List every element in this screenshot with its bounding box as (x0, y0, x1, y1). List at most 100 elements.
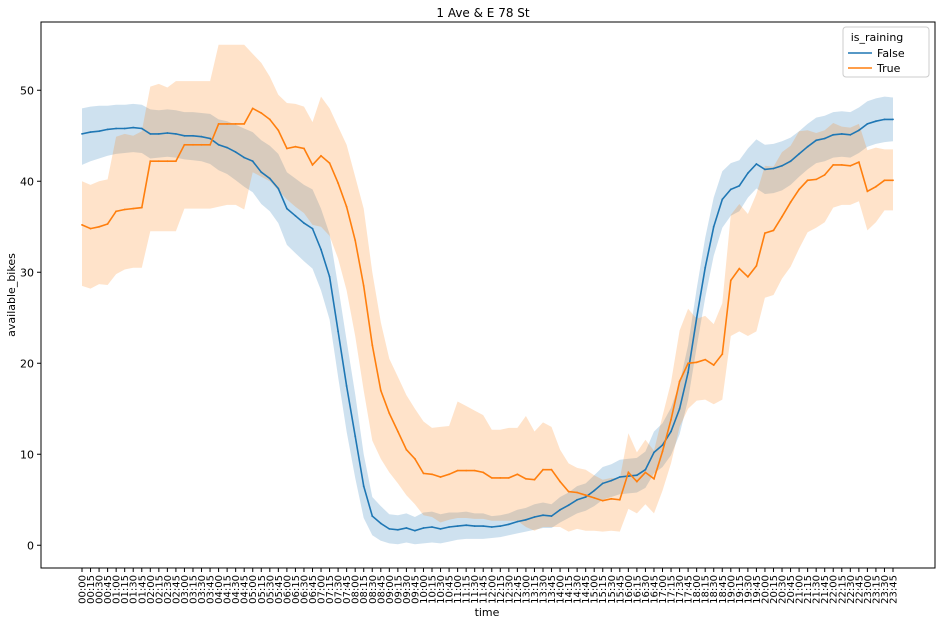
x-tick-label: 07:30 (334, 575, 345, 604)
data-point-true (516, 473, 519, 476)
x-tick-label: 02:45 (171, 575, 182, 604)
x-tick-label: 01:45 (137, 575, 148, 604)
data-point-false (516, 520, 519, 523)
x-tick-label: 04:30 (231, 575, 242, 604)
x-tick-label: 02:15 (154, 575, 165, 604)
x-tick-label: 13:30 (539, 575, 550, 604)
data-point-true (584, 494, 587, 497)
x-tick-label: 23:15 (871, 575, 882, 604)
x-tick-label: 18:30 (709, 575, 720, 604)
x-tick-label: 11:30 (470, 575, 481, 604)
data-point-false (243, 156, 246, 159)
x-tick-label: 01:15 (120, 575, 131, 604)
data-point-true (473, 469, 476, 472)
x-tick-label: 16:30 (641, 575, 652, 604)
data-point-false (687, 371, 689, 374)
x-tick-label: 06:45 (308, 575, 319, 604)
y-tick-label: 40 (20, 175, 34, 188)
data-point-true (140, 206, 143, 209)
data-point-false (98, 130, 100, 133)
x-tick-label: 08:00 (351, 575, 362, 604)
data-point-false (490, 526, 493, 528)
x-tick-label: 17:00 (658, 575, 669, 604)
x-tick-label: 06:15 (291, 575, 302, 604)
x-tick-label: 06:30 (300, 575, 311, 604)
x-tick-label: 15:45 (615, 575, 626, 604)
legend-title: is_raining (851, 31, 904, 44)
data-point-false (755, 163, 758, 165)
data-point-true (260, 112, 263, 114)
data-point-true (627, 471, 630, 474)
x-tick-label: 09:00 (385, 575, 396, 604)
data-point-true (593, 497, 596, 499)
data-point-true (798, 188, 800, 191)
data-point-true (678, 380, 681, 383)
legend-label-false: False (877, 47, 905, 60)
data-point-true (294, 145, 297, 148)
confidence-band-true (82, 44, 893, 532)
data-point-false (883, 118, 886, 121)
data-point-false (397, 528, 399, 531)
data-point-false (670, 430, 672, 433)
data-point-false (823, 137, 826, 140)
data-point-false (465, 524, 468, 527)
x-tick-label: 02:30 (163, 575, 174, 604)
x-tick-label: 12:00 (487, 575, 498, 604)
x-tick-label: 04:15 (223, 575, 234, 604)
y-tick-label: 10 (20, 448, 34, 461)
x-axis-label: time (475, 606, 500, 619)
data-point-true (328, 162, 331, 165)
x-tick-label: 20:00 (760, 575, 771, 604)
x-tick-label: 00:45 (103, 575, 114, 604)
x-tick-label: 05:30 (265, 575, 276, 604)
x-tick-label: 22:30 (846, 575, 857, 604)
data-point-true (507, 477, 510, 479)
data-point-true (345, 205, 348, 208)
data-point-true (823, 174, 826, 176)
data-point-true (209, 143, 212, 146)
x-tick-label: 12:45 (513, 575, 524, 604)
x-tick-label: 05:15 (257, 575, 268, 604)
data-point-true (354, 239, 357, 242)
data-point-false (584, 496, 587, 498)
x-tick-label: 14:45 (581, 575, 592, 604)
x-tick-label: 06:00 (282, 575, 293, 604)
x-tick-label: 17:15 (667, 575, 678, 604)
data-point-false (712, 225, 715, 228)
data-point-false (738, 184, 741, 187)
data-point-false (123, 127, 126, 130)
data-point-true (81, 224, 83, 226)
data-point-true (747, 275, 749, 278)
data-point-false (303, 222, 305, 225)
x-tick-label: 18:15 (701, 575, 712, 604)
x-tick-label: 04:00 (214, 575, 225, 604)
data-point-true (286, 147, 288, 150)
data-point-false (533, 516, 536, 518)
x-tick-label: 09:30 (402, 575, 413, 604)
data-point-false (200, 135, 203, 138)
x-tick-label: 12:15 (496, 575, 507, 604)
data-point-false (379, 522, 382, 525)
data-point-false (268, 177, 271, 180)
x-tick-label: 01:30 (129, 575, 140, 604)
x-tick-label: 12:30 (504, 575, 515, 604)
data-point-false (849, 133, 852, 136)
data-point-true (610, 497, 613, 500)
data-point-true (704, 358, 707, 361)
data-point-true (268, 118, 271, 121)
y-axis: 0 10 20 30 40 50 (20, 84, 41, 552)
legend: is_raining False True (842, 26, 930, 78)
data-point-true (414, 457, 416, 460)
x-tick-label: 00:30 (95, 575, 106, 604)
data-point-true (251, 107, 254, 110)
x-tick-label: 07:15 (325, 575, 336, 604)
data-point-true (371, 344, 374, 346)
data-point-true (576, 491, 578, 494)
data-point-false (328, 275, 331, 278)
x-tick-label: 18:45 (718, 575, 729, 604)
data-point-false (81, 133, 83, 135)
data-point-false (456, 525, 459, 527)
data-point-false (439, 528, 442, 530)
x-tick-label: 19:00 (726, 575, 737, 604)
data-point-false (157, 133, 160, 135)
